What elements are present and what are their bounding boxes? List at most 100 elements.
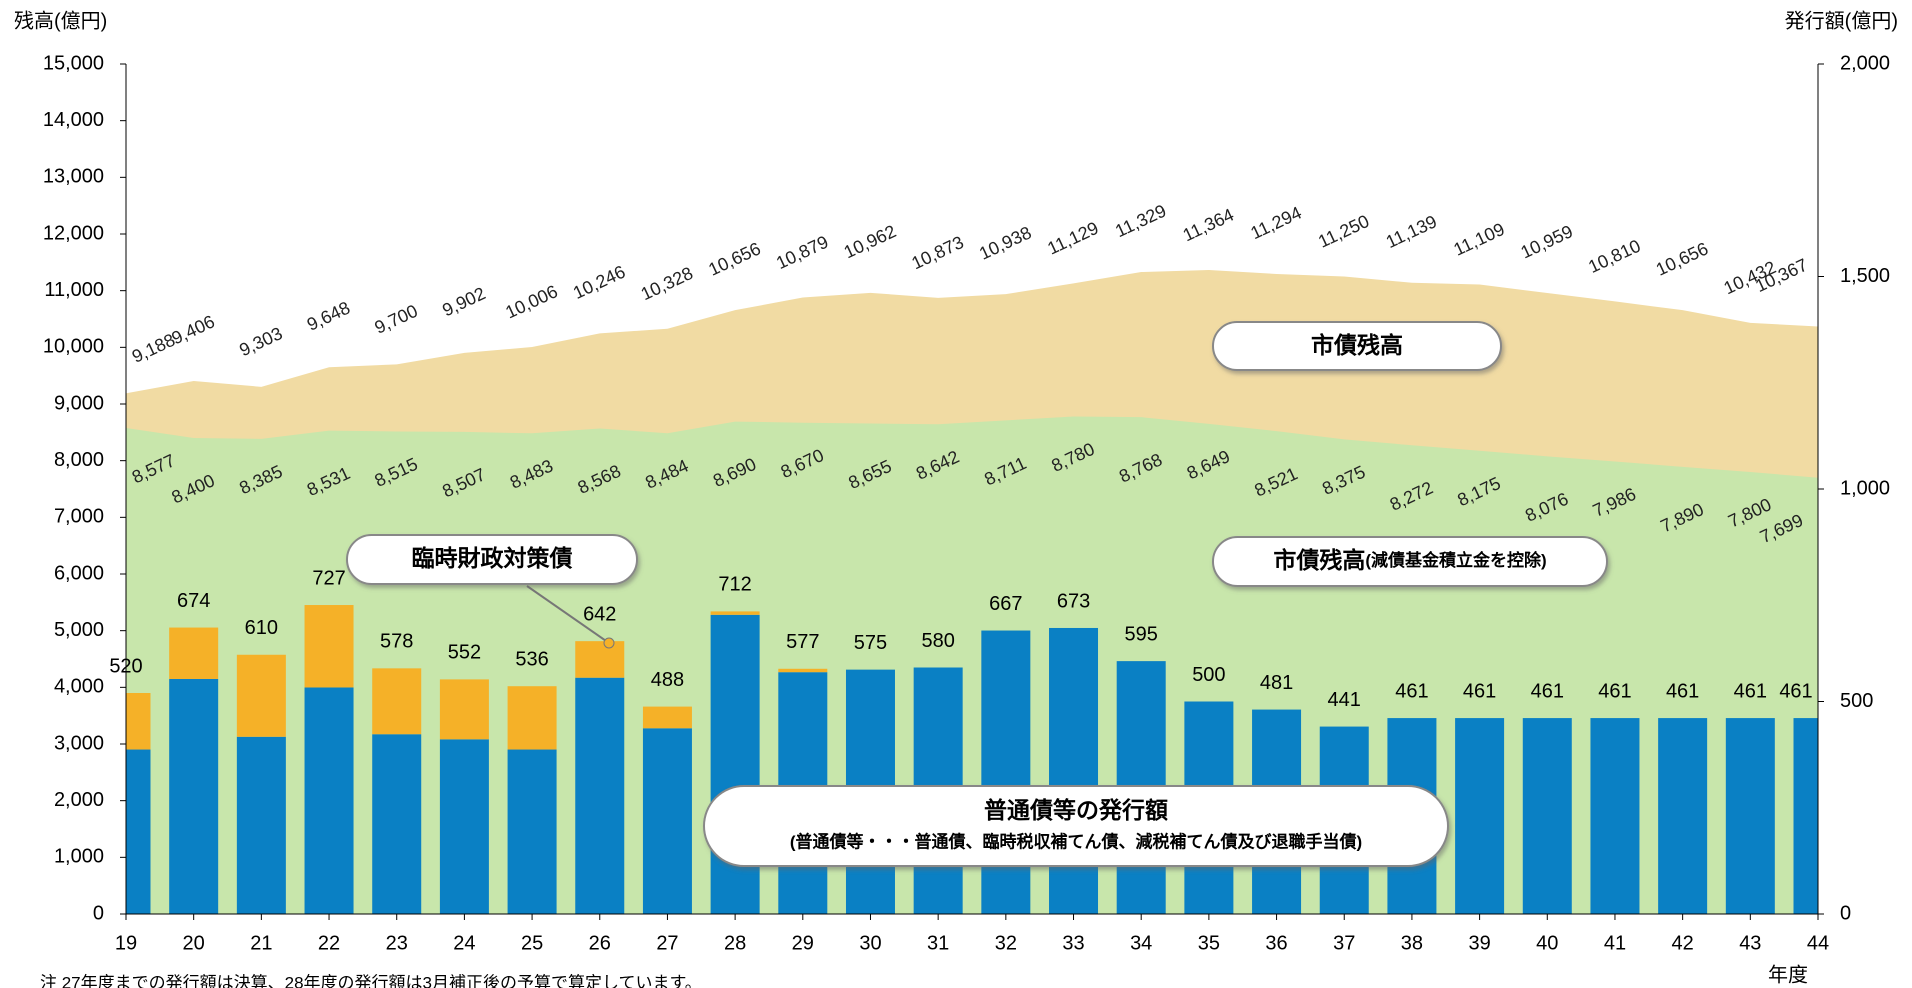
area-value-label: 9,902 [439,283,488,320]
bar [1658,718,1708,914]
bar-total-label: 461 [1598,680,1631,702]
bar-total-label: 712 [718,574,751,596]
y-tick-label: 6,000 [54,562,104,584]
x-tick-label: 36 [1265,932,1287,954]
callout-label: 臨時財政対策債 [412,545,573,571]
footnote: 注 27年度までの発行額は決算、28年度の発行額は3月補正後の予算で算定していま… [40,973,702,988]
x-tick-label: 33 [1062,932,1084,954]
y-tick-label: 8,000 [54,449,104,471]
bar-total-label: 461 [1531,680,1564,702]
area-value-label: 11,364 [1180,204,1237,245]
x-tick-label: 35 [1198,932,1220,954]
bar [1455,718,1505,914]
x-axis-label: 年度 [1768,963,1808,986]
x-tick-label: 42 [1672,932,1694,954]
y-axis-label: 残高(億円) [14,9,107,32]
x-tick-label: 19 [115,932,137,954]
x-tick-label: 29 [792,932,814,954]
y-tick-label: 3,000 [54,732,104,754]
x-tick-label: 40 [1536,932,1558,954]
x-tick-label: 31 [927,932,949,954]
bar-total-label: 673 [1057,590,1090,612]
bar-total-label: 500 [1192,664,1225,686]
x-tick-label: 22 [318,932,340,954]
bar [304,605,354,688]
area-value-label: 10,246 [570,262,628,303]
y-tick-label: 10,000 [43,336,104,358]
bar [575,677,625,914]
bar-total-label: 580 [921,630,954,652]
bar-total-label: 595 [1125,623,1158,645]
x-tick-label: 21 [250,932,272,954]
area-value-label: 10,656 [705,238,763,279]
bar-total-label: 441 [1328,689,1361,711]
bar-total-label: 577 [786,631,819,653]
bar-total-label: 727 [312,567,345,589]
bar-total-label: 552 [448,642,481,664]
y-tick-label: 13,000 [43,166,104,188]
bar [642,706,692,729]
y-tick-label: 4,000 [54,676,104,698]
x-tick-label: 27 [656,932,678,954]
area-value-label: 11,294 [1247,202,1304,243]
bar [575,641,625,678]
area-value-label: 11,250 [1315,211,1372,252]
callout-box [346,534,638,585]
area-value-label: 9,648 [304,298,353,335]
bar [507,686,557,750]
bar [126,749,151,914]
bar [642,728,692,914]
bar-total-label: 578 [380,631,413,653]
y-tick-label: 5,000 [54,619,104,641]
area-value-label: 10,810 [1585,236,1643,277]
bar [372,734,422,914]
bar-total-label: 674 [177,590,210,612]
y-tick-label: 12,000 [43,222,104,244]
area-value-label: 10,656 [1653,238,1711,279]
y-tick-label: 9,000 [54,392,104,414]
callout-box [703,785,1449,867]
area-value-label: 11,109 [1451,219,1508,260]
bar [439,679,489,740]
x-tick-label: 37 [1333,932,1355,954]
callout-label: 普通債等の発行額 [984,797,1168,823]
leader-dot [603,637,615,649]
bar [169,678,219,914]
callout-box [1212,536,1608,587]
callout-label: 市債残高(減債基金積立金を控除) [1273,547,1546,573]
bar [1590,718,1640,914]
area-value-label: 11,139 [1383,211,1440,252]
bar-total-label: 536 [515,648,548,670]
bar [304,687,354,914]
x-tick-label: 26 [589,932,611,954]
x-tick-label: 25 [521,932,543,954]
callout-title: 市債残高 [1273,547,1365,573]
area-value-label: 10,006 [502,281,560,322]
bar-total-label: 461 [1734,680,1767,702]
y-tick-label: 0 [93,902,104,924]
callout-note: (減債基金積立金を控除) [1365,550,1546,570]
bar-total-label: 461 [1666,680,1699,702]
x-tick-label: 39 [1468,932,1490,954]
area-value-label: 10,873 [908,232,966,273]
x-tick-label: 24 [453,932,475,954]
bar-total-label: 575 [854,632,887,654]
area-value-label: 11,129 [1044,218,1101,259]
bar-total-label: 461 [1463,680,1496,702]
y2-tick-label: 0 [1840,902,1851,924]
bar [981,630,1031,914]
bar-total-label: 667 [989,593,1022,615]
bar-total-label: 642 [583,603,616,625]
bar [1522,718,1572,914]
callout-note: (普通債等・・・普通債、臨時税収補てん債、減税補てん債及び退職手当債) [790,831,1362,851]
area-value-label: 11,329 [1112,200,1169,241]
bar-total-label: 461 [1779,680,1812,702]
area-value-label: 9,303 [236,323,285,360]
bar [439,739,489,914]
bar [236,654,286,737]
y-tick-label: 1,000 [54,846,104,868]
y-tick-label: 14,000 [43,109,104,131]
callout-box [1212,321,1502,371]
y-tick-label: 7,000 [54,506,104,528]
